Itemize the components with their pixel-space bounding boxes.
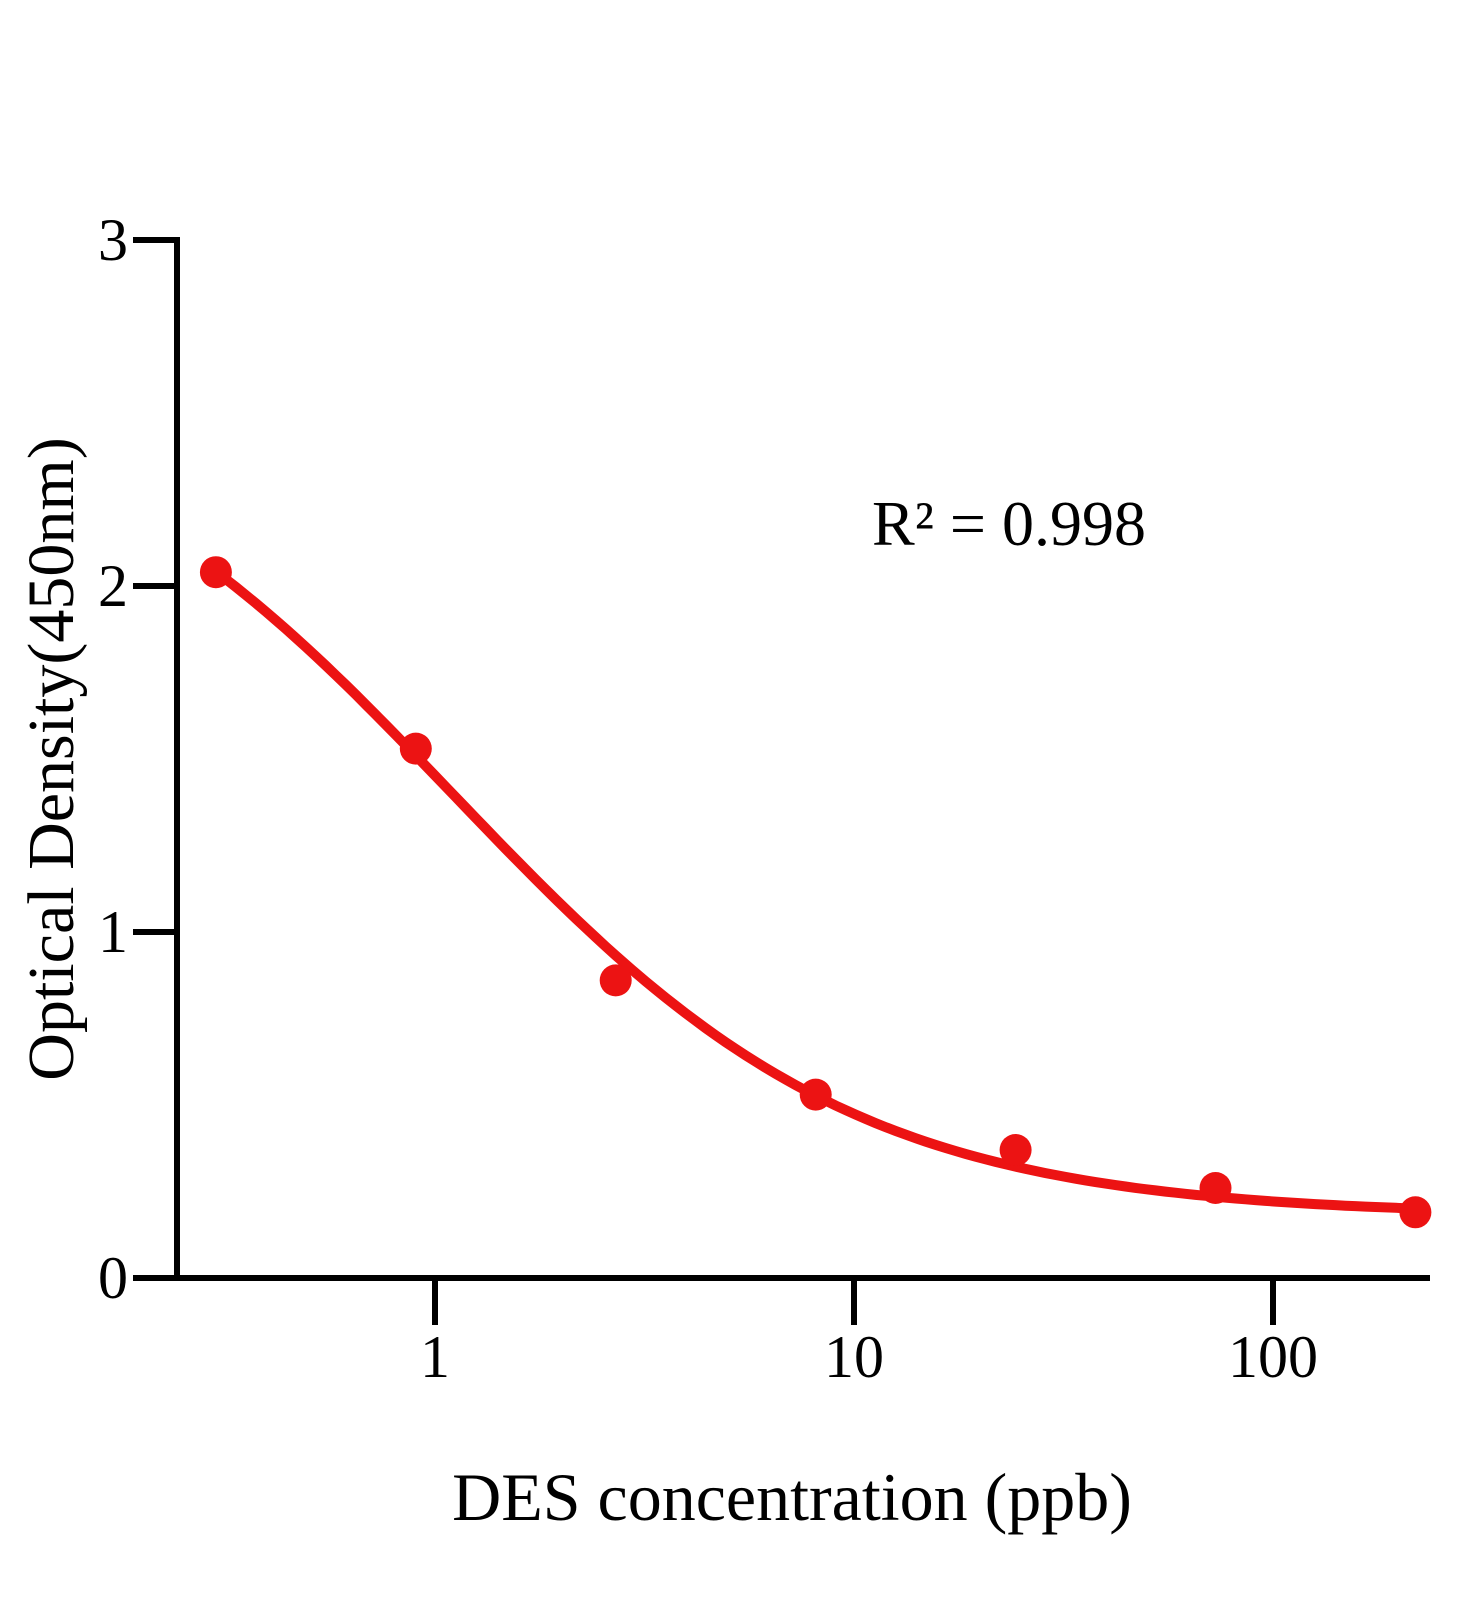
y-axis-title: Optical Density(450nm) (15, 437, 88, 1081)
data-point (599, 964, 632, 997)
tick-marks (133, 237, 1276, 1325)
data-point (1199, 1172, 1232, 1204)
y-tick-label: 2 (98, 553, 128, 619)
x-tick-label: 10 (824, 1324, 884, 1390)
y-tick-label: 1 (98, 899, 128, 965)
r-squared-annotation: R² = 0.998 (872, 488, 1146, 559)
data-point (399, 732, 432, 765)
data-point (199, 556, 232, 589)
y-tick-label: 0 (98, 1245, 128, 1311)
data-point (1399, 1196, 1432, 1229)
x-tick-label: 1 (420, 1324, 450, 1390)
fit-curve-line (210, 566, 1421, 1214)
x-axis-title: DES concentration (ppb) (452, 1459, 1132, 1535)
data-point (999, 1134, 1032, 1166)
data-point-markers (199, 556, 1432, 1229)
y-tick-label: 3 (98, 207, 128, 273)
x-tick-label: 100 (1228, 1324, 1318, 1390)
data-point (799, 1078, 832, 1111)
